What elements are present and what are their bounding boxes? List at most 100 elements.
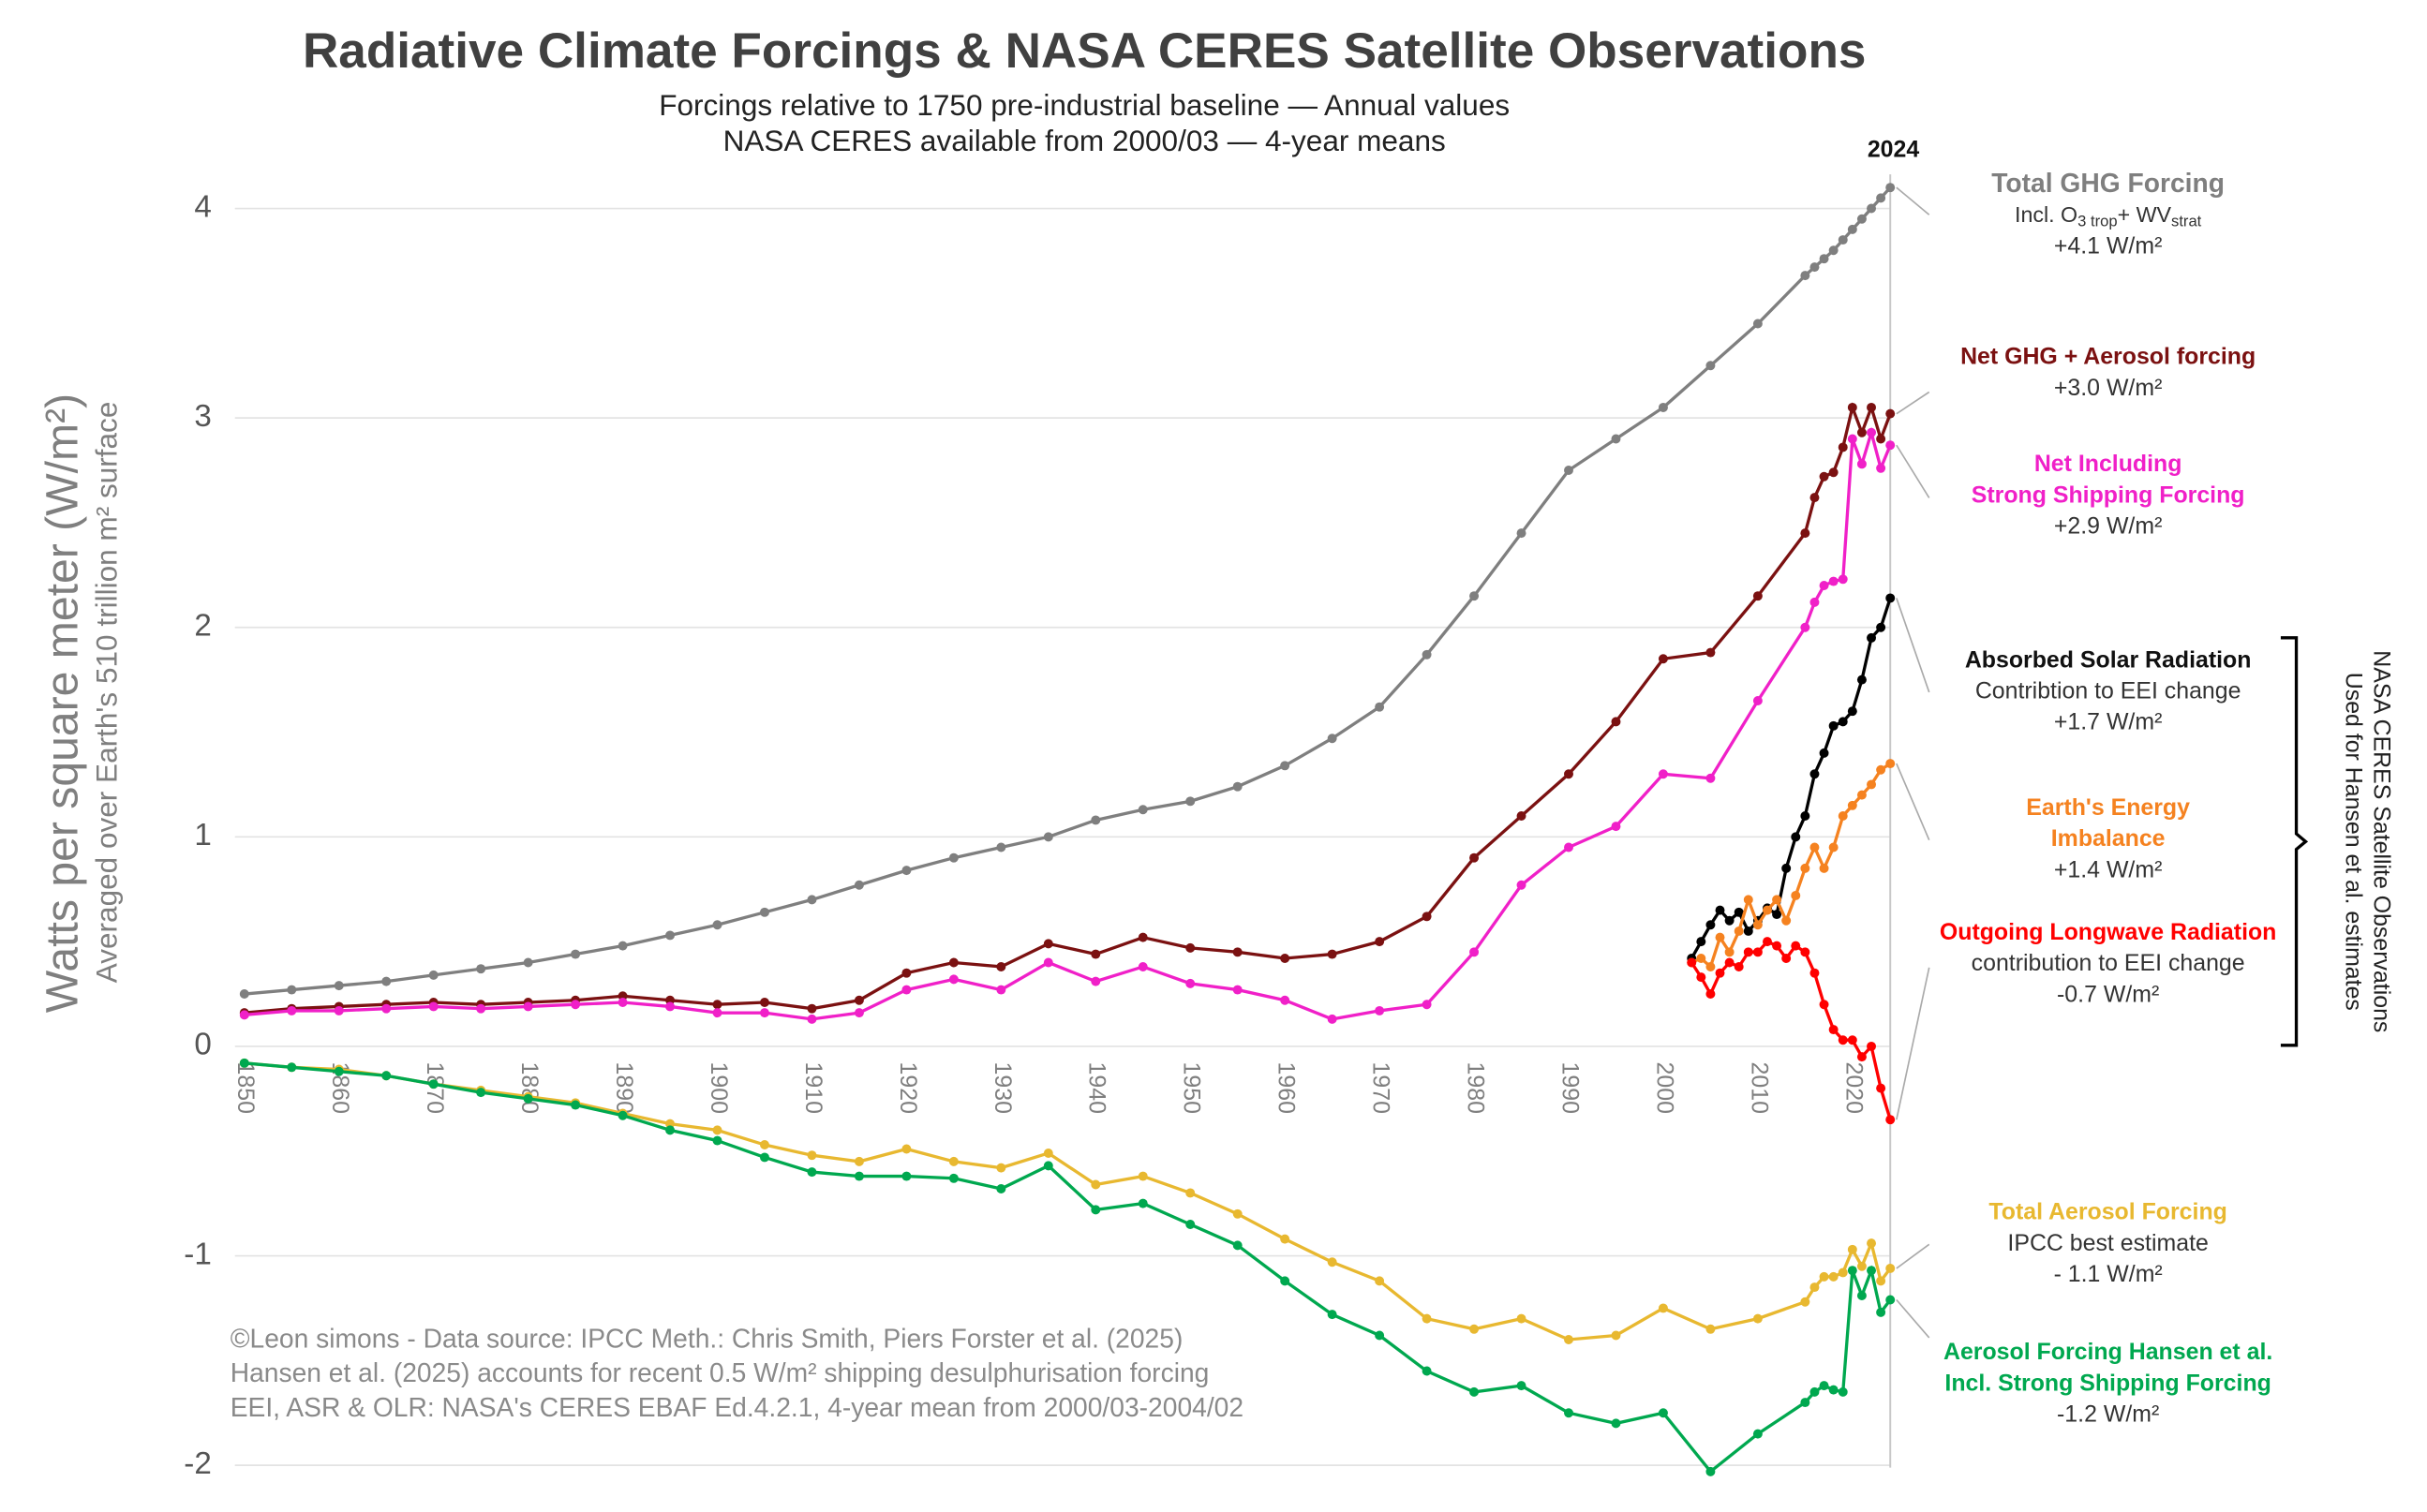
- series-note: -0.7 W/m²: [2057, 981, 2159, 1007]
- data-point: [1856, 674, 1867, 685]
- data-point: [1800, 1398, 1810, 1408]
- data-point: [1327, 1014, 1337, 1024]
- data-point: [1856, 459, 1867, 469]
- data-point: [1232, 947, 1243, 957]
- data-point: [287, 1005, 297, 1015]
- x-tick-label: 1990: [1556, 1062, 1583, 1114]
- data-point: [1752, 1429, 1763, 1439]
- data-point: [1885, 408, 1896, 419]
- data-point: [428, 1001, 439, 1012]
- data-point: [1658, 1408, 1668, 1418]
- data-point: [1138, 1198, 1148, 1208]
- data-point: [1327, 1257, 1337, 1267]
- y-tick-label: 0: [194, 1028, 211, 1062]
- data-point: [1516, 880, 1526, 890]
- data-point: [1867, 632, 1877, 643]
- data-point: [1847, 1035, 1857, 1045]
- data-point: [1185, 796, 1196, 807]
- connector: [1896, 391, 1930, 415]
- data-point: [1091, 949, 1101, 959]
- data-point: [996, 1183, 1006, 1193]
- data-point: [712, 920, 722, 930]
- data-point: [523, 1093, 533, 1104]
- data-point: [948, 1156, 959, 1166]
- data-point: [996, 961, 1006, 971]
- data-point: [1885, 593, 1896, 603]
- series-note: IPCC best estimate: [2007, 1230, 2208, 1256]
- data-point: [1838, 574, 1848, 585]
- data-point: [996, 842, 1006, 852]
- x-tick-label: 1930: [990, 1062, 1016, 1114]
- x-tick-label: 1950: [1179, 1062, 1205, 1114]
- data-point: [428, 1079, 439, 1090]
- data-point: [1763, 937, 1772, 947]
- series-note: +1.4 W/m²: [2054, 856, 2162, 882]
- data-point: [618, 941, 628, 951]
- x-tick-label: 1880: [516, 1062, 543, 1114]
- data-point: [807, 1014, 817, 1024]
- data-point: [1809, 597, 1820, 607]
- data-point: [1611, 822, 1621, 832]
- data-point: [1375, 1005, 1385, 1015]
- series-note: +3.0 W/m²: [2054, 375, 2162, 401]
- data-point: [1705, 961, 1716, 971]
- series-label: Outgoing Longwave Radiation: [1940, 919, 2277, 945]
- data-point: [1611, 434, 1621, 444]
- data-point: [948, 974, 959, 985]
- data-point: [1611, 1330, 1621, 1341]
- data-point: [1422, 1313, 1432, 1324]
- data-point: [1705, 1466, 1716, 1476]
- data-point: [996, 1163, 1006, 1173]
- data-point: [1828, 842, 1839, 852]
- series: [239, 426, 1896, 1024]
- series-note: -1.2 W/m²: [2057, 1401, 2159, 1428]
- data-point: [1809, 493, 1820, 503]
- data-point: [854, 995, 864, 1005]
- x-tick-label: 1900: [706, 1062, 732, 1114]
- data-point: [1752, 319, 1763, 329]
- series-note: - 1.1 W/m²: [2054, 1261, 2163, 1287]
- data-point: [1658, 1303, 1668, 1313]
- data-point: [1043, 939, 1053, 949]
- series: [239, 402, 1896, 1018]
- data-point: [1611, 717, 1621, 727]
- series-note: contribution to EEI change: [1972, 950, 2245, 976]
- series-note: +2.9 W/m²: [2054, 513, 2162, 540]
- data-point: [901, 1144, 912, 1154]
- data-point: [1280, 954, 1290, 964]
- data-point: [1819, 1381, 1829, 1391]
- data-point: [760, 997, 769, 1007]
- data-point: [287, 1062, 297, 1073]
- data-point: [854, 880, 864, 890]
- data-point: [712, 1008, 722, 1018]
- data-point: [1819, 254, 1829, 264]
- data-point: [1564, 1334, 1573, 1344]
- data-point: [1327, 1310, 1337, 1320]
- data-point: [1375, 937, 1385, 947]
- series-label: Net Including: [2034, 451, 2182, 477]
- data-point: [1867, 402, 1877, 412]
- subnote-part: + WV: [2118, 202, 2172, 227]
- data-point: [334, 981, 344, 991]
- data-point: [1819, 1271, 1829, 1282]
- series: [239, 183, 1896, 1000]
- data-point: [1791, 832, 1801, 842]
- series-line: [1690, 762, 1892, 970]
- data-point: [1422, 1366, 1432, 1376]
- data-point: [1232, 1240, 1243, 1251]
- subtitle: Forcings relative to 1750 pre-industrial…: [659, 88, 1510, 122]
- data-point: [1185, 1188, 1196, 1198]
- data-point: [1696, 937, 1706, 947]
- data-point: [1516, 1313, 1526, 1324]
- data-point: [1138, 805, 1148, 815]
- data-point: [1658, 654, 1668, 664]
- x-tick-label: 1920: [895, 1062, 921, 1114]
- data-point: [1752, 696, 1763, 705]
- x-tick-label: 1960: [1273, 1062, 1300, 1114]
- data-point: [571, 1000, 581, 1010]
- data-point: [1743, 947, 1753, 957]
- y-tick-label: 3: [194, 399, 211, 434]
- data-point: [1422, 649, 1432, 660]
- data-point: [1516, 528, 1526, 539]
- data-point: [1847, 1244, 1857, 1254]
